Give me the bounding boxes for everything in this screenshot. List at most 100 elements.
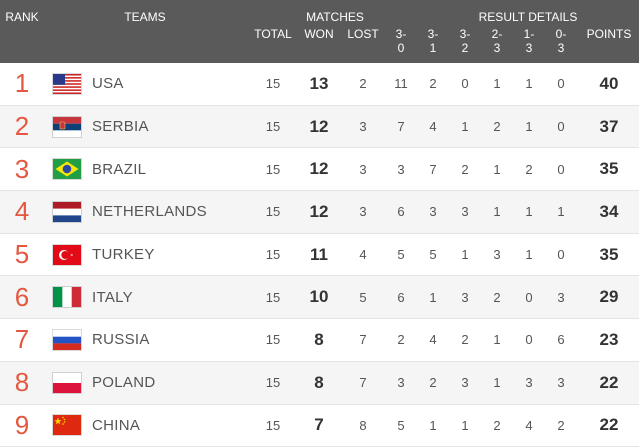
- lost-cell: 5: [359, 289, 367, 305]
- points-cell: 29: [599, 287, 619, 307]
- header-result-3-1: 3- 1: [427, 27, 439, 55]
- result-3-0-cell: 11: [394, 76, 408, 92]
- team-name: SERBIA: [92, 118, 149, 136]
- result-3-0-cell: 2: [397, 332, 405, 348]
- result-2-3-cell: 1: [493, 375, 501, 391]
- result-1-3-cell: 0: [525, 332, 533, 348]
- header-won: WON: [304, 27, 334, 41]
- table-row: 4 NETHERLANDS 15 12 3 6 3 3 1 1 1 34: [0, 191, 639, 234]
- total-cell: 15: [265, 119, 281, 135]
- table-row: 2 SERBIA 15 12 3 7 4 1 2 1 0 37: [0, 105, 639, 149]
- points-cell: 37: [599, 116, 619, 136]
- result-2-3-cell: 2: [493, 119, 501, 135]
- total-cell: 15: [265, 76, 281, 92]
- table-row: 5 TURKEY 15 11 4 5 5 1 3 1 0 35: [0, 233, 639, 277]
- rank-cell: 1: [14, 68, 30, 99]
- result-1-3-cell: 2: [525, 161, 533, 177]
- lost-cell: 3: [359, 204, 367, 220]
- turkey-flag-icon: [53, 234, 81, 276]
- result-3-0-cell: 7: [397, 119, 405, 135]
- result-3-1-cell: 7: [429, 161, 437, 177]
- won-cell: 13: [309, 73, 329, 93]
- header-teams: TEAMS: [124, 10, 166, 24]
- result-3-1-cell: 2: [429, 375, 437, 391]
- header-result-3-2: 3- 2: [459, 27, 471, 55]
- netherlands-flag-icon: [53, 191, 81, 233]
- team-name: BRAZIL: [92, 160, 147, 178]
- team-name: ITALY: [92, 288, 133, 306]
- result-0-3-cell: 2: [557, 417, 565, 433]
- lost-cell: 3: [359, 161, 367, 177]
- won-cell: 11: [310, 244, 328, 264]
- header-lost: LOST: [347, 27, 379, 41]
- result-1-3-cell: 1: [525, 76, 533, 92]
- points-cell: 40: [599, 73, 619, 93]
- result-2-3-cell: 1: [493, 161, 501, 177]
- lost-cell: 2: [359, 76, 367, 92]
- italy-flag-icon: [53, 276, 81, 318]
- rank-cell: 9: [14, 409, 30, 440]
- result-3-2-cell: 2: [461, 161, 469, 177]
- header-result-3-0: 3- 0: [395, 27, 407, 55]
- points-cell: 35: [599, 244, 619, 264]
- result-3-0-cell: 6: [397, 204, 405, 220]
- header-total: TOTAL: [254, 27, 292, 41]
- total-cell: 15: [265, 375, 281, 391]
- lost-cell: 7: [359, 375, 367, 391]
- result-3-1-cell: 4: [429, 119, 437, 135]
- table-body: 1 USA 15 13 2 11 2 0 1 1 0 40 2 SERBIA 15 12 3 7 4 1 2 1 0 37 3 B…: [0, 63, 639, 447]
- lost-cell: 7: [359, 332, 367, 348]
- won-cell: 10: [309, 287, 329, 307]
- result-1-3-cell: 3: [525, 375, 533, 391]
- result-1-3-cell: 1: [525, 247, 533, 263]
- result-0-3-cell: 0: [557, 161, 565, 177]
- result-0-3-cell: 6: [557, 332, 565, 348]
- result-0-3-cell: 3: [557, 289, 565, 305]
- result-2-3-cell: 2: [493, 417, 501, 433]
- total-cell: 15: [265, 332, 281, 348]
- result-3-1-cell: 1: [429, 289, 437, 305]
- total-cell: 15: [265, 161, 281, 177]
- result-3-2-cell: 3: [461, 289, 469, 305]
- team-name: TURKEY: [92, 246, 155, 264]
- header-result-2-3: 2- 3: [491, 27, 503, 55]
- lost-cell: 4: [359, 247, 367, 263]
- table-row: 3 BRAZIL 15 12 3 3 7 2 1 2 0 35: [0, 148, 639, 192]
- table-row: 9 CHINA 15 7 8 5 1 1 2 4 2 22: [0, 404, 639, 447]
- won-cell: 8: [314, 329, 324, 349]
- rank-cell: 4: [14, 196, 30, 227]
- team-name: USA: [92, 75, 124, 93]
- won-cell: 12: [309, 116, 329, 136]
- result-2-3-cell: 1: [493, 332, 501, 348]
- won-cell: 12: [309, 159, 329, 179]
- points-cell: 34: [599, 201, 619, 221]
- won-cell: 7: [314, 415, 324, 435]
- result-0-3-cell: 1: [557, 204, 565, 220]
- rank-cell: 8: [14, 367, 30, 398]
- poland-flag-icon: [53, 362, 81, 404]
- won-cell: 8: [314, 372, 324, 392]
- total-cell: 15: [265, 417, 281, 433]
- total-cell: 15: [265, 247, 281, 263]
- team-name: NETHERLANDS: [92, 203, 207, 221]
- table-header: RANK TEAMS MATCHES TOTAL WON LOST RESULT…: [0, 0, 639, 63]
- result-3-0-cell: 3: [397, 161, 405, 177]
- team-name: RUSSIA: [92, 331, 150, 349]
- lost-cell: 3: [359, 119, 367, 135]
- result-1-3-cell: 0: [525, 289, 533, 305]
- result-3-2-cell: 1: [461, 119, 469, 135]
- result-3-2-cell: 0: [461, 76, 469, 92]
- header-result-0-3: 0- 3: [555, 27, 567, 55]
- result-3-2-cell: 3: [461, 204, 469, 220]
- result-0-3-cell: 0: [557, 119, 565, 135]
- result-3-2-cell: 1: [461, 417, 469, 433]
- serbia-flag-icon: [53, 106, 81, 148]
- points-cell: 35: [599, 159, 619, 179]
- team-name: CHINA: [92, 416, 141, 434]
- result-3-1-cell: 5: [429, 247, 437, 263]
- result-3-0-cell: 5: [397, 417, 405, 433]
- points-cell: 22: [599, 415, 619, 435]
- points-cell: 23: [599, 329, 619, 349]
- team-name: POLAND: [92, 374, 156, 392]
